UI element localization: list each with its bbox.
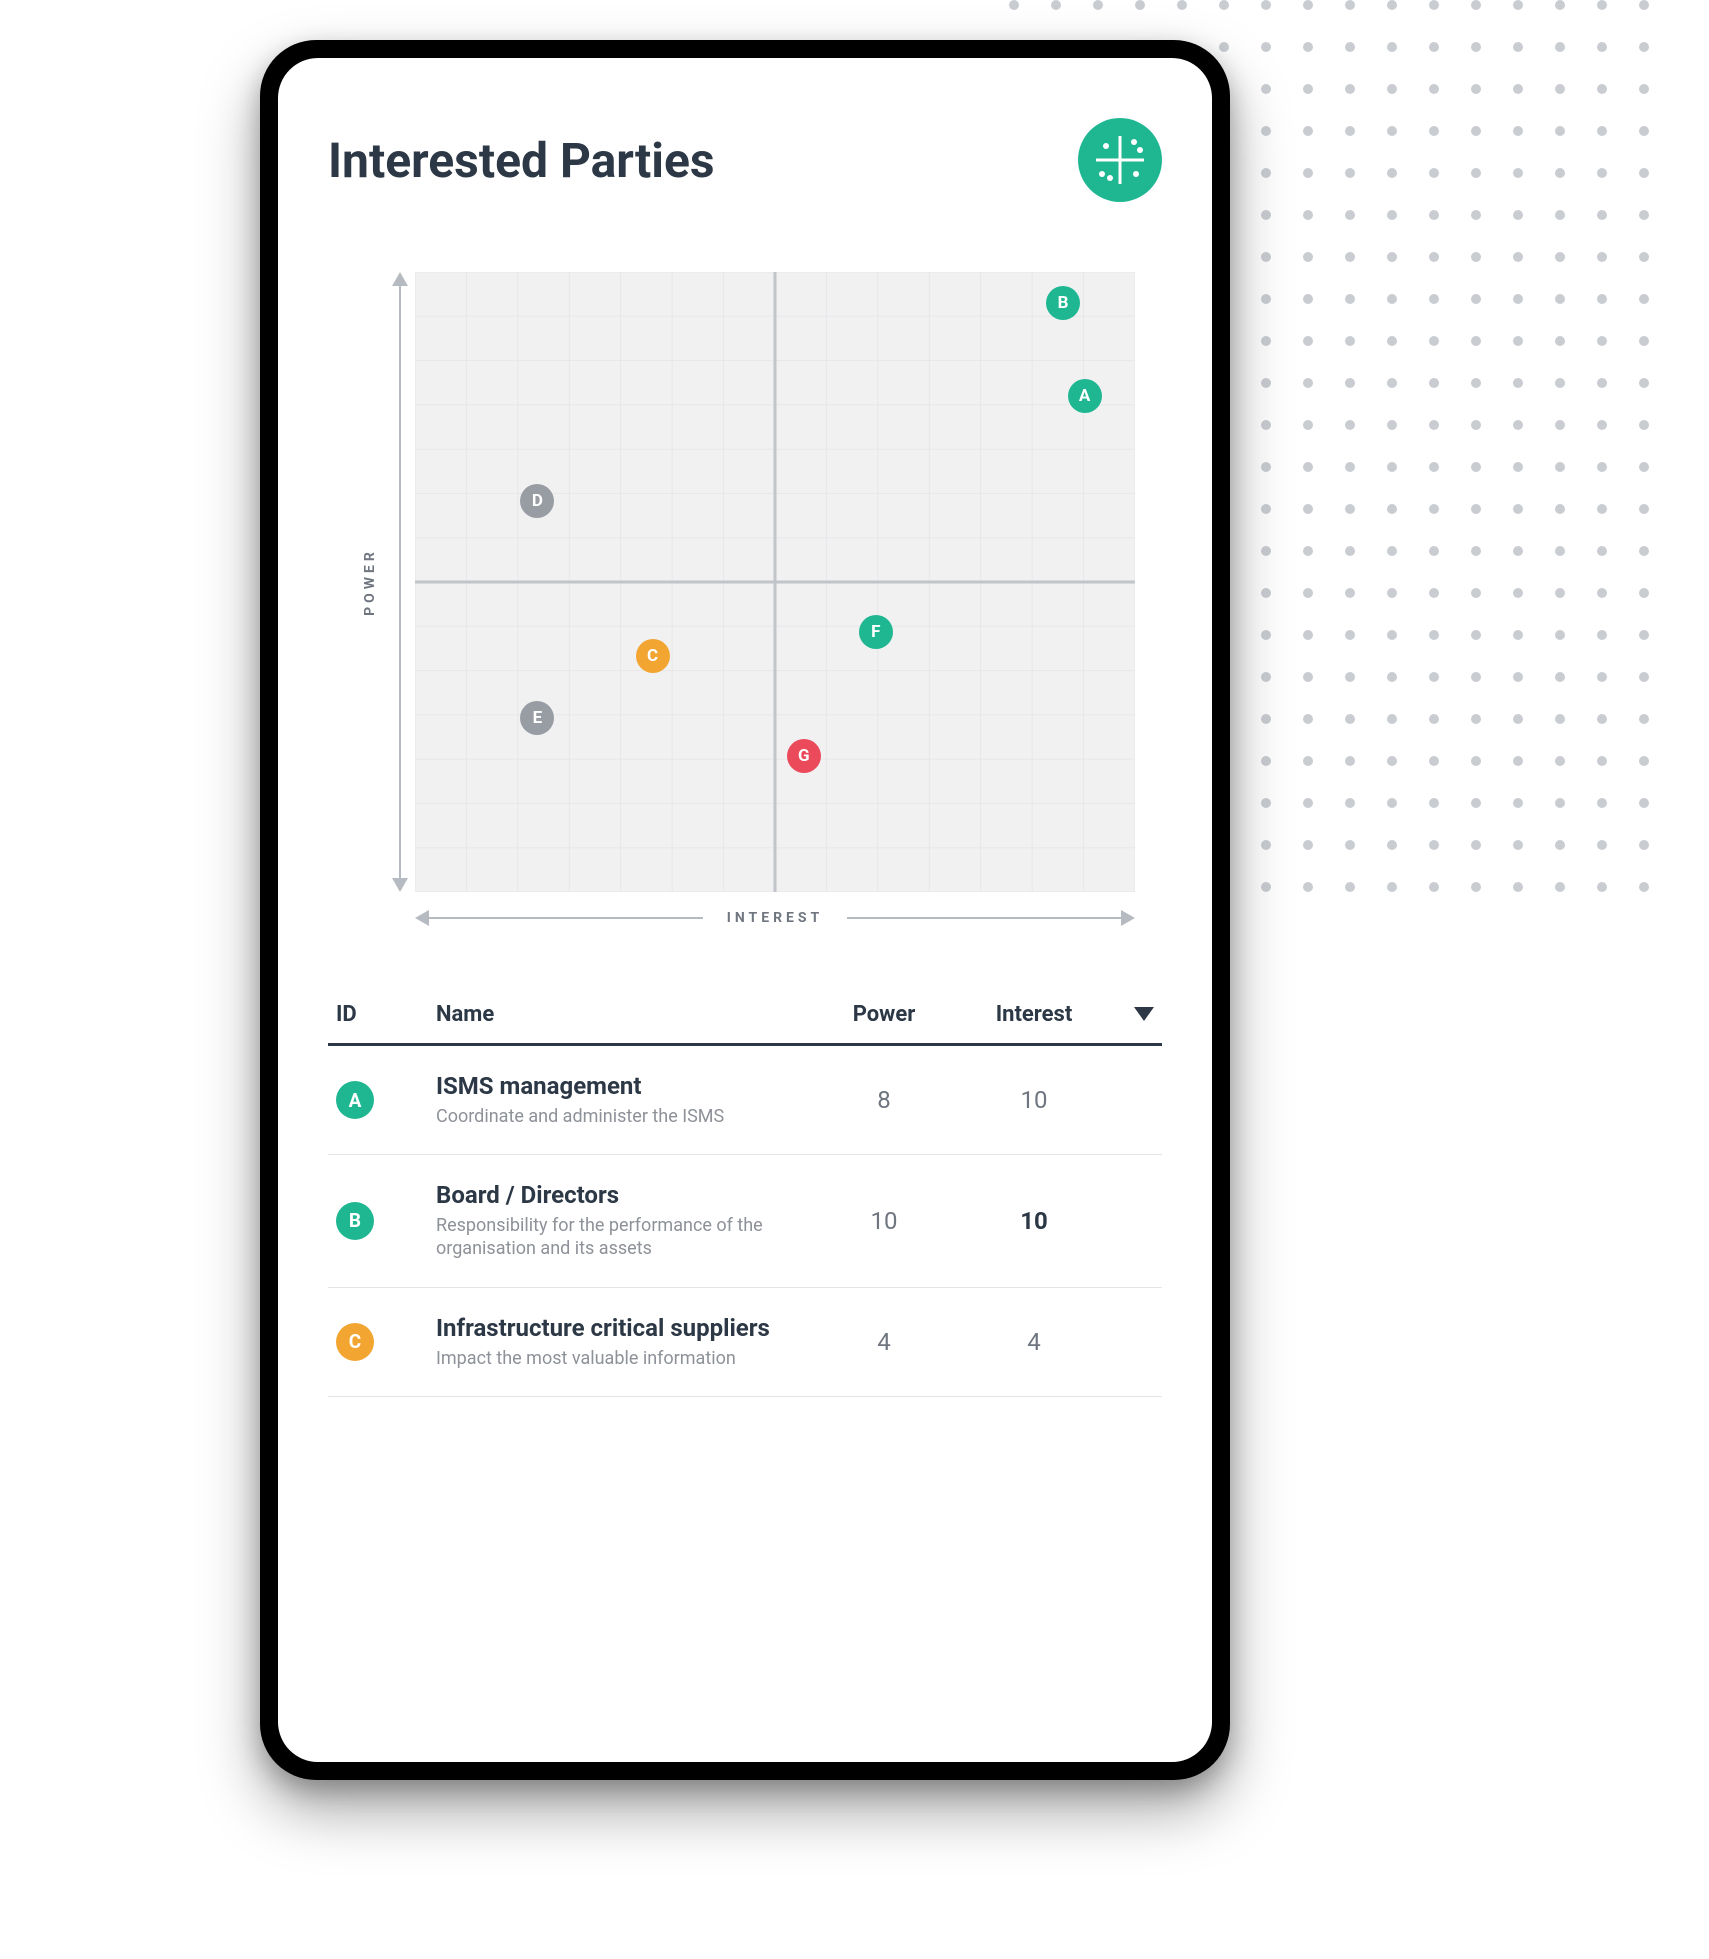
caret-down-icon (1134, 1007, 1154, 1021)
chart-point-g[interactable]: G (787, 739, 821, 773)
y-axis-label: POWER (355, 272, 385, 892)
x-axis-label: INTEREST (703, 910, 847, 926)
table-row[interactable]: A ISMS management Coordinate and administe… (328, 1046, 1162, 1155)
table-body: A ISMS management Coordinate and administe… (328, 1046, 1162, 1397)
x-axis: INTEREST (415, 910, 1135, 926)
table-header: ID Name Power Interest (328, 986, 1162, 1046)
col-header-interest[interactable]: Interest (954, 1002, 1114, 1027)
row-power: 10 (814, 1207, 954, 1235)
chart-point-c[interactable]: C (636, 639, 670, 673)
chart-point-b[interactable]: B (1046, 286, 1080, 320)
col-header-power[interactable]: Power (814, 1002, 954, 1027)
row-name: ISMS management (436, 1072, 814, 1101)
sort-indicator[interactable] (1114, 1002, 1154, 1027)
chart-point-a[interactable]: A (1068, 379, 1102, 413)
chart-point-d[interactable]: D (520, 484, 554, 518)
header: Interested Parties (328, 118, 1162, 202)
y-axis-arrow (385, 272, 415, 892)
row-interest: 10 (954, 1207, 1114, 1235)
crosshair-horizontal (415, 581, 1135, 584)
tablet-frame: Interested Parties POWER (260, 40, 1230, 1780)
chart-point-f[interactable]: F (859, 615, 893, 649)
parties-table: ID Name Power Interest A ISMS management C… (328, 986, 1162, 1397)
table-row[interactable]: C Infrastructure critical suppliers Impact… (328, 1288, 1162, 1397)
power-interest-chart: POWER A B C D E F G INTEREST (355, 272, 1135, 926)
col-header-id[interactable]: ID (336, 1002, 436, 1027)
row-description: Responsibility for the performance of th… (436, 1214, 814, 1261)
row-description: Impact the most valuable information (436, 1347, 814, 1370)
col-header-name[interactable]: Name (436, 1002, 814, 1027)
id-badge: A (336, 1081, 374, 1119)
tablet-screen: Interested Parties POWER (278, 58, 1212, 1762)
row-description: Coordinate and administer the ISMS (436, 1105, 814, 1128)
brand-logo-icon (1078, 118, 1162, 202)
id-badge: B (336, 1202, 374, 1240)
table-row[interactable]: B Board / Directors Responsibility for the… (328, 1155, 1162, 1288)
row-name: Board / Directors (436, 1181, 814, 1210)
chart-point-e[interactable]: E (520, 701, 554, 735)
id-badge: C (336, 1323, 374, 1361)
scatter-plot: A B C D E F G (415, 272, 1135, 892)
row-interest: 10 (954, 1086, 1114, 1114)
row-power: 8 (814, 1086, 954, 1114)
page-title: Interested Parties (328, 132, 715, 189)
row-power: 4 (814, 1328, 954, 1356)
row-name: Infrastructure critical suppliers (436, 1314, 814, 1343)
row-interest: 4 (954, 1328, 1114, 1356)
